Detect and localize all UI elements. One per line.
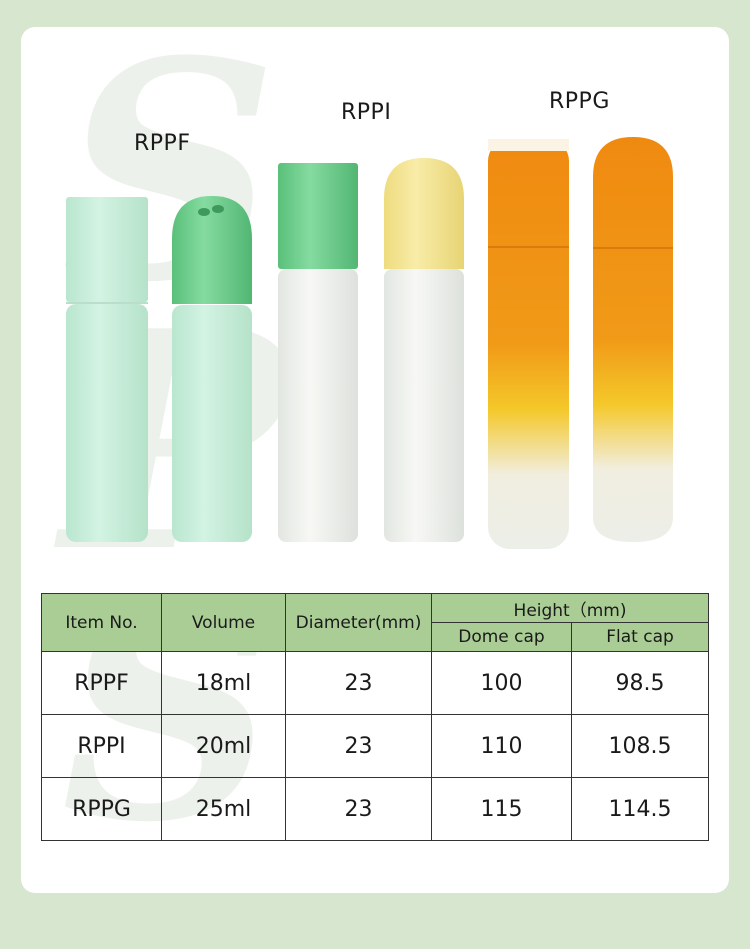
cell-diameter: 23 <box>285 777 432 841</box>
cell-flat-height: 114.5 <box>570 777 710 841</box>
table-row: RPPG 25ml 23 115 114.5 <box>41 777 710 841</box>
header-volume: Volume <box>161 593 286 652</box>
table-row: RPPI 20ml 23 110 108.5 <box>41 714 710 778</box>
header-flat-cap: Flat cap <box>570 622 710 652</box>
cell-item: RPPI <box>41 714 162 778</box>
cell-diameter: 23 <box>285 651 432 715</box>
header-height: Height（mm) <box>430 593 710 623</box>
cell-item: RPPF <box>41 651 162 715</box>
table-header-row: Item No. Volume Diameter(mm) Height（mm) <box>41 593 710 652</box>
table-subheader-row: Dome cap Flat cap <box>42 622 710 652</box>
rppg-dome-bottle <box>593 137 673 542</box>
cell-item: RPPG <box>41 777 162 841</box>
cell-flat-height: 108.5 <box>570 714 710 778</box>
cell-volume: 18ml <box>161 651 286 715</box>
cell-flat-height: 98.5 <box>570 651 710 715</box>
header-dome-cap: Dome cap <box>431 622 572 652</box>
rppf-dome-bottle <box>172 196 252 542</box>
product-label-rppi: RPPI <box>341 100 392 125</box>
product-label-rppf: RPPF <box>134 131 191 156</box>
product-label-rppg: RPPG <box>549 89 610 114</box>
table-row: RPPF 18ml 23 100 98.5 <box>41 651 710 715</box>
rppi-flat-bottle <box>278 163 358 542</box>
rppi-dome-bottle <box>384 158 464 542</box>
spec-table: Item No. Volume Diameter(mm) Height（mm) … <box>41 593 710 841</box>
header-diameter: Diameter(mm) <box>285 593 432 652</box>
cell-dome-height: 115 <box>431 777 572 841</box>
cell-dome-height: 100 <box>431 651 572 715</box>
product-card: SPS <box>21 27 729 893</box>
rppg-flat-bottle <box>488 139 569 549</box>
cell-volume: 25ml <box>161 777 286 841</box>
product-photo <box>66 137 673 549</box>
cell-volume: 20ml <box>161 714 286 778</box>
cell-dome-height: 110 <box>431 714 572 778</box>
rppf-flat-bottle <box>66 197 148 542</box>
header-item-no: Item No. <box>41 593 162 652</box>
cell-diameter: 23 <box>285 714 432 778</box>
